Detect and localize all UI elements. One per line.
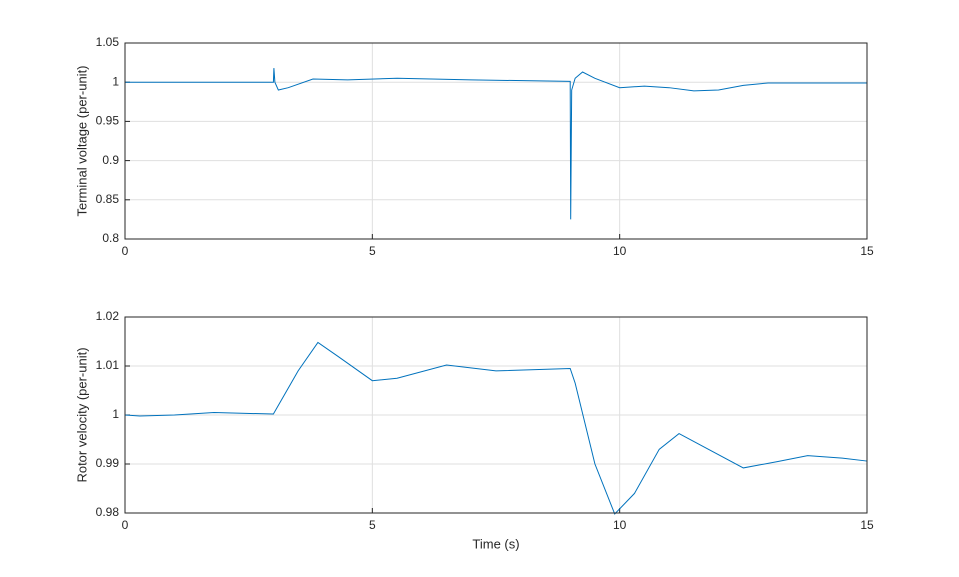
x-tick-label: 15 xyxy=(860,244,874,258)
y-axis-label: Terminal voltage (per-unit) xyxy=(74,65,89,216)
y-tick-label: 1 xyxy=(112,407,119,421)
x-tick-label: 5 xyxy=(369,244,376,258)
axes-frame xyxy=(124,316,868,514)
y-tick-label: 0.9 xyxy=(102,153,119,167)
axes-frame xyxy=(124,42,868,240)
y-tick-label: 0.99 xyxy=(96,456,120,470)
y-tick-label: 0.85 xyxy=(96,192,120,206)
y-tick-label: 1.02 xyxy=(96,309,120,323)
y-tick-label: 1 xyxy=(112,74,119,88)
x-tick-label: 15 xyxy=(860,518,874,532)
x-tick-label: 0 xyxy=(122,518,129,532)
x-tick-label: 10 xyxy=(613,518,627,532)
y-tick-label: 0.95 xyxy=(96,114,120,128)
x-axis-label: Time (s) xyxy=(472,536,519,551)
data-line xyxy=(124,341,868,515)
y-tick-label: 0.98 xyxy=(96,505,120,519)
y-axis-label: Rotor velocity (per-unit) xyxy=(74,347,89,482)
x-tick-label: 10 xyxy=(613,244,627,258)
y-tick-label: 1.01 xyxy=(96,358,120,372)
y-tick-label: 0.8 xyxy=(102,231,119,245)
x-tick-label: 5 xyxy=(369,518,376,532)
plot-area xyxy=(125,43,867,239)
x-tick-label: 0 xyxy=(122,244,129,258)
y-tick-label: 1.05 xyxy=(96,35,120,49)
data-line xyxy=(125,68,867,220)
